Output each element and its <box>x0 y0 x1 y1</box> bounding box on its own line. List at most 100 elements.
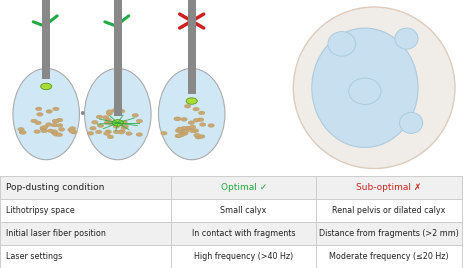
Circle shape <box>46 123 52 126</box>
Circle shape <box>118 109 125 113</box>
Circle shape <box>105 130 111 134</box>
Circle shape <box>197 118 204 122</box>
Circle shape <box>112 120 123 126</box>
Circle shape <box>41 83 52 90</box>
Text: Optimal ✓: Optimal ✓ <box>220 183 267 192</box>
Ellipse shape <box>400 112 423 133</box>
Circle shape <box>113 130 120 134</box>
FancyBboxPatch shape <box>42 0 50 79</box>
Ellipse shape <box>84 68 151 160</box>
Text: Renal pelvis or dilated calyx: Renal pelvis or dilated calyx <box>332 206 446 215</box>
Text: Laser settings: Laser settings <box>6 252 62 261</box>
Circle shape <box>200 123 206 126</box>
FancyBboxPatch shape <box>0 176 462 199</box>
Circle shape <box>108 122 114 125</box>
Circle shape <box>69 126 76 130</box>
Ellipse shape <box>293 7 455 169</box>
Circle shape <box>90 126 96 130</box>
Circle shape <box>193 107 199 111</box>
FancyBboxPatch shape <box>188 0 196 94</box>
Circle shape <box>176 134 182 137</box>
Ellipse shape <box>349 78 381 105</box>
Circle shape <box>181 117 187 121</box>
Circle shape <box>47 129 54 133</box>
Circle shape <box>184 104 191 108</box>
Circle shape <box>175 129 182 133</box>
Circle shape <box>186 126 192 130</box>
Circle shape <box>107 135 114 139</box>
Text: Sub-optimal ✗: Sub-optimal ✗ <box>356 183 422 192</box>
Circle shape <box>208 124 214 127</box>
Circle shape <box>136 133 143 136</box>
Text: Initial laser fiber position: Initial laser fiber position <box>6 229 105 238</box>
Circle shape <box>40 127 46 131</box>
Circle shape <box>68 128 74 132</box>
Text: In contact with fragments: In contact with fragments <box>192 229 295 238</box>
Text: Pop-dusting condition: Pop-dusting condition <box>6 183 104 192</box>
Circle shape <box>56 124 63 127</box>
Circle shape <box>188 121 194 125</box>
Circle shape <box>121 121 128 124</box>
Circle shape <box>56 133 63 137</box>
Circle shape <box>34 130 40 133</box>
Circle shape <box>193 118 200 122</box>
Text: High frequency (>40 Hz): High frequency (>40 Hz) <box>194 252 293 261</box>
Circle shape <box>192 129 199 133</box>
Circle shape <box>53 107 59 111</box>
Circle shape <box>51 131 57 135</box>
Circle shape <box>51 130 58 133</box>
FancyBboxPatch shape <box>0 222 462 245</box>
Circle shape <box>97 124 104 128</box>
Circle shape <box>121 126 128 129</box>
FancyBboxPatch shape <box>114 0 122 116</box>
Circle shape <box>103 132 110 135</box>
Circle shape <box>161 131 167 135</box>
Ellipse shape <box>13 68 80 160</box>
Circle shape <box>183 126 190 130</box>
Circle shape <box>40 126 46 130</box>
Circle shape <box>42 125 48 129</box>
Circle shape <box>126 132 132 135</box>
Circle shape <box>31 119 37 123</box>
Circle shape <box>69 129 75 133</box>
Circle shape <box>118 130 124 134</box>
Circle shape <box>18 127 24 131</box>
Ellipse shape <box>158 68 225 160</box>
Circle shape <box>115 121 122 124</box>
Circle shape <box>96 115 102 119</box>
Circle shape <box>53 119 59 123</box>
Circle shape <box>41 129 47 133</box>
Circle shape <box>181 126 187 130</box>
Circle shape <box>189 129 196 133</box>
Circle shape <box>113 125 119 128</box>
Ellipse shape <box>328 32 356 56</box>
Circle shape <box>136 119 143 123</box>
Circle shape <box>91 120 98 124</box>
Text: Moderate frequency (≤20 Hz): Moderate frequency (≤20 Hz) <box>329 252 449 261</box>
Circle shape <box>51 123 57 127</box>
Circle shape <box>199 135 205 138</box>
Circle shape <box>20 131 26 135</box>
Circle shape <box>174 117 181 121</box>
Circle shape <box>46 110 53 113</box>
Circle shape <box>95 130 102 134</box>
Circle shape <box>36 113 43 116</box>
Text: Distance from fragments (>2 mm): Distance from fragments (>2 mm) <box>319 229 459 238</box>
Circle shape <box>71 130 77 134</box>
Circle shape <box>106 111 113 115</box>
Circle shape <box>111 121 118 124</box>
Circle shape <box>177 127 183 131</box>
Circle shape <box>19 130 26 134</box>
FancyBboxPatch shape <box>0 199 462 222</box>
Circle shape <box>52 119 59 123</box>
Circle shape <box>182 132 188 135</box>
Circle shape <box>102 116 109 119</box>
Circle shape <box>181 129 188 133</box>
FancyBboxPatch shape <box>0 245 462 268</box>
Circle shape <box>119 129 125 133</box>
Circle shape <box>35 121 41 125</box>
Circle shape <box>132 113 138 117</box>
Circle shape <box>53 132 59 136</box>
Circle shape <box>111 109 118 112</box>
Circle shape <box>122 124 128 128</box>
